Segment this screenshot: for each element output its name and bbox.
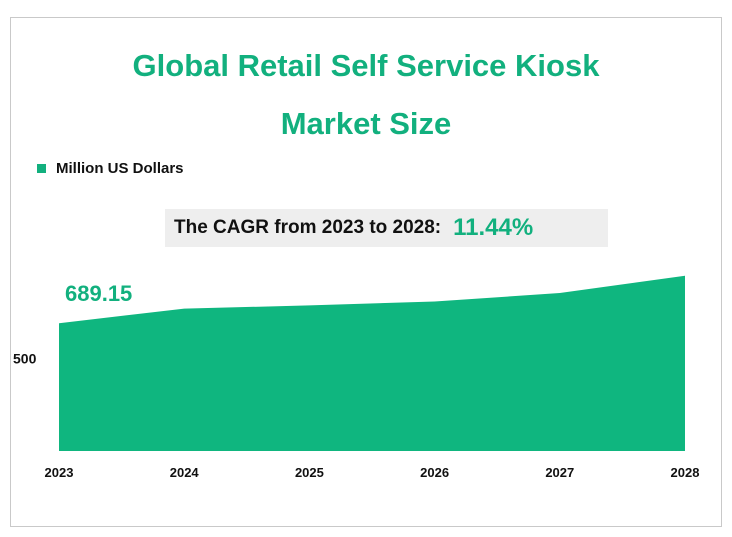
x-tick-label: 2028 xyxy=(671,465,700,480)
chart-title-line-2: Market Size xyxy=(280,106,452,141)
x-tick-label: 2023 xyxy=(45,465,74,480)
cagr-callout: The CAGR from 2023 to 2028: 11.44% xyxy=(165,209,608,247)
data-label: 689.15 xyxy=(65,281,132,306)
cagr-value: 11.44% xyxy=(453,214,534,241)
chart-title-line-1: Global Retail Self Service Kiosk xyxy=(132,48,600,83)
x-tick-label: 2025 xyxy=(295,465,324,480)
series-area xyxy=(59,275,685,451)
x-tick-label: 2024 xyxy=(170,465,200,480)
legend-swatch xyxy=(37,164,46,173)
cagr-label: The CAGR from 2023 to 2028: xyxy=(174,217,442,238)
x-tick-label: 2027 xyxy=(545,465,574,480)
y-tick-label: 500 xyxy=(13,350,37,366)
legend-label: Million US Dollars xyxy=(56,160,184,177)
legend: Million US Dollars xyxy=(37,160,184,177)
x-tick-label: 2026 xyxy=(420,465,449,480)
